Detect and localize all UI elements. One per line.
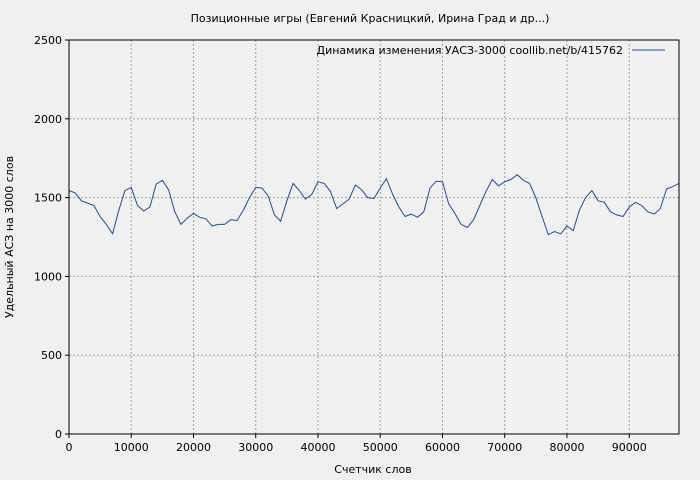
x-tick-label: 50000	[363, 441, 398, 454]
y-tick-label: 1000	[34, 270, 62, 283]
x-tick-label: 30000	[238, 441, 273, 454]
x-tick-label: 60000	[425, 441, 460, 454]
x-tick-label: 90000	[612, 441, 647, 454]
x-tick-label: 80000	[549, 441, 584, 454]
x-axis-label: Счетчик слов	[334, 463, 411, 476]
x-tick-label: 20000	[176, 441, 211, 454]
ticks: 0 10000 20000 30000 40000 50000 60000 70000 8000…	[34, 34, 647, 454]
y-tick-label: 2500	[34, 34, 62, 47]
plot-area	[68, 39, 680, 435]
legend: Динамика изменения УАСЗ-3000 coollib.net…	[317, 44, 665, 57]
y-tick-label: 0	[55, 428, 62, 441]
y-tick-label: 1500	[34, 192, 62, 205]
x-tick-label: 0	[66, 441, 73, 454]
x-tick-label: 70000	[487, 441, 522, 454]
y-tick-label: 500	[41, 349, 62, 362]
y-tick-label: 2000	[34, 113, 62, 126]
chart-title: Позиционные игры (Евгений Красницкий, Ир…	[191, 12, 550, 25]
series-line	[68, 174, 680, 236]
x-tick-label: 40000	[300, 441, 335, 454]
x-tick-label: 10000	[114, 441, 149, 454]
legend-label: Динамика изменения УАСЗ-3000 coollib.net…	[317, 44, 624, 57]
y-axis-label: Удельный АСЗ на 3000 слов	[3, 156, 16, 318]
